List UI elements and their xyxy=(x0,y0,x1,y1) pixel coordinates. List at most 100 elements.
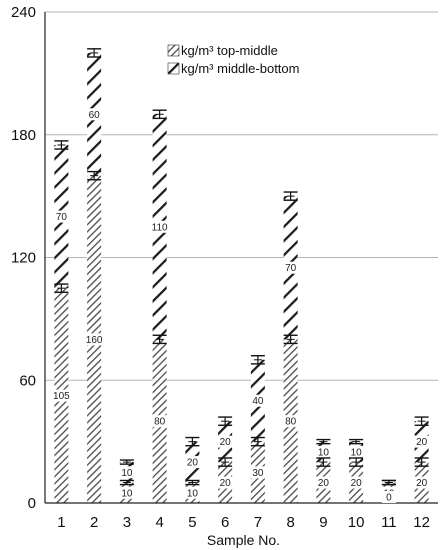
label-top-middle-2: 160 xyxy=(83,333,106,346)
label-middle-bottom-1-text: 70 xyxy=(56,212,68,223)
label-top-middle-9-text: 20 xyxy=(318,478,330,489)
error-top-middle-12 xyxy=(414,457,429,467)
error-middle-bottom-3 xyxy=(119,459,134,465)
label-top-middle-10: 20 xyxy=(348,476,365,489)
bars xyxy=(54,52,429,503)
label-top-middle-10-text: 20 xyxy=(351,478,363,489)
error-top-middle-10 xyxy=(349,457,364,467)
label-top-middle-6-text: 20 xyxy=(220,478,232,489)
x-tick-label-12: 12 xyxy=(413,514,430,531)
y-tick-label-240: 240 xyxy=(11,4,36,21)
label-top-middle-3-bg xyxy=(118,486,135,499)
label-middle-bottom-11-bg xyxy=(381,491,396,503)
x-tick-label-6: 6 xyxy=(221,514,229,531)
label-top-middle-9-bg xyxy=(315,476,332,489)
label-middle-bottom-1: 70 xyxy=(53,210,70,223)
label-middle-bottom-3-bg xyxy=(118,466,135,479)
error-middle-bottom-10 xyxy=(349,438,364,445)
error-top-middle-2 xyxy=(87,170,102,181)
label-middle-bottom-5: 20 xyxy=(184,456,201,469)
label-middle-bottom-4-bg xyxy=(148,220,171,233)
label-middle-bottom-2: 60 xyxy=(86,108,103,121)
y-tick-label-0: 0 xyxy=(28,495,36,512)
label-middle-bottom-10: 10 xyxy=(348,445,365,458)
y-tick-label-120: 120 xyxy=(11,250,36,267)
label-top-middle-7-bg xyxy=(249,466,266,479)
label-middle-bottom-12: 20 xyxy=(413,435,430,448)
label-top-middle-12: 20 xyxy=(413,476,430,489)
label-middle-bottom-10-text: 10 xyxy=(351,447,363,458)
label-middle-bottom-6-text: 20 xyxy=(220,437,232,448)
x-tick-label-10: 10 xyxy=(348,514,365,531)
error-middle-bottom-8 xyxy=(283,191,298,201)
error-middle-bottom-6 xyxy=(218,416,233,426)
x-tick-label-9: 9 xyxy=(319,514,327,531)
label-top-middle-12-bg xyxy=(413,476,430,489)
error-middle-bottom-12 xyxy=(414,416,429,426)
label-middle-bottom-7-bg xyxy=(249,394,266,407)
error-middle-bottom-11 xyxy=(381,479,396,486)
label-top-middle-3-text: 10 xyxy=(121,488,133,499)
error-middle-bottom-4 xyxy=(152,109,167,120)
error-bars xyxy=(54,48,429,486)
label-top-middle-5-text: 10 xyxy=(187,488,199,499)
label-top-middle-5: 10 xyxy=(184,486,201,499)
label-middle-bottom-5-text: 20 xyxy=(187,458,199,469)
label-top-middle-7: 30 xyxy=(249,466,266,479)
x-tick-label-8: 8 xyxy=(286,514,294,531)
error-top-middle-9 xyxy=(316,457,331,467)
label-middle-bottom-5-bg xyxy=(184,456,201,469)
label-middle-bottom-9-text: 10 xyxy=(318,447,330,458)
label-top-middle-6-bg xyxy=(217,476,234,489)
x-axis-title: Sample No. xyxy=(207,532,280,548)
label-top-middle-6: 20 xyxy=(217,476,234,489)
error-middle-bottom-1 xyxy=(54,140,69,150)
label-middle-bottom-8-text: 70 xyxy=(285,263,297,274)
label-top-middle-8: 80 xyxy=(282,415,299,428)
label-top-middle-4-text: 80 xyxy=(154,417,166,428)
error-top-middle-3 xyxy=(119,479,134,486)
label-top-middle-10-bg xyxy=(348,476,365,489)
error-middle-bottom-9 xyxy=(316,438,331,445)
x-tick-label-3: 3 xyxy=(123,514,131,531)
legend-label-2: kg/m³ middle-bottom xyxy=(181,61,299,76)
label-top-middle-3: 10 xyxy=(118,486,135,499)
label-middle-bottom-2-text: 60 xyxy=(89,110,101,121)
label-top-middle-4: 80 xyxy=(151,415,168,428)
y-tick-label-60: 60 xyxy=(19,372,36,389)
bar-labels: 105 70 160 60 10 10 80 110 10 20 20 20 30 40 80 70 20 10 2… xyxy=(50,108,430,504)
label-top-middle-8-bg xyxy=(282,415,299,428)
error-top-middle-5 xyxy=(185,479,200,486)
legend-item-2: kg/m³ middle-bottom xyxy=(167,61,299,76)
error-middle-bottom-5 xyxy=(185,436,200,447)
label-top-middle-12-text: 20 xyxy=(416,478,428,489)
label-top-middle-2-bg xyxy=(83,333,106,346)
legend: kg/m³ top-middle kg/m³ middle-bottom xyxy=(167,43,299,76)
label-middle-bottom-3: 10 xyxy=(118,466,135,479)
error-middle-bottom-2 xyxy=(87,48,102,58)
label-top-middle-9: 20 xyxy=(315,476,332,489)
label-top-middle-2-text: 160 xyxy=(86,335,103,346)
legend-swatch-1 xyxy=(167,44,180,57)
label-middle-bottom-4: 110 xyxy=(148,220,171,233)
label-middle-bottom-7-text: 40 xyxy=(252,396,264,407)
label-middle-bottom-2-bg xyxy=(86,108,103,121)
legend-label-1: kg/m³ top-middle xyxy=(181,43,278,58)
label-top-middle-8-text: 80 xyxy=(285,417,297,428)
label-middle-bottom-3-text: 10 xyxy=(121,468,133,479)
gridlines xyxy=(45,11,438,381)
label-top-middle-4-bg xyxy=(151,415,168,428)
label-middle-bottom-12-text: 20 xyxy=(416,437,428,448)
x-tick-label-5: 5 xyxy=(188,514,196,531)
label-middle-bottom-8-bg xyxy=(282,261,299,274)
error-top-middle-8 xyxy=(283,334,298,345)
label-middle-bottom-10-bg xyxy=(348,445,365,458)
y-tick-label-180: 180 xyxy=(11,127,36,144)
label-top-middle-7-text: 30 xyxy=(252,468,264,479)
label-middle-bottom-9-bg xyxy=(315,445,332,458)
label-middle-bottom-11-text: 0 xyxy=(386,493,392,504)
error-middle-bottom-7 xyxy=(250,355,265,365)
